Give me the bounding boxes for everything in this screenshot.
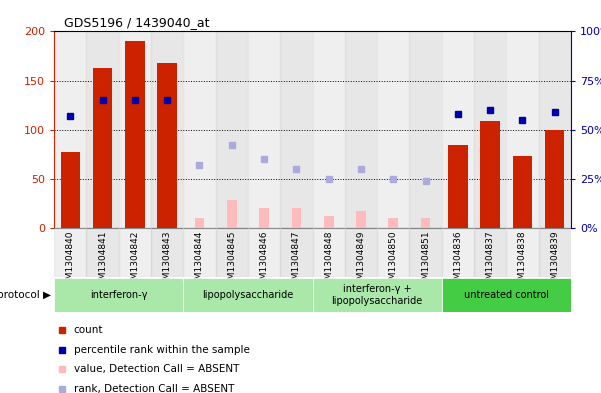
Text: value, Detection Call = ABSENT: value, Detection Call = ABSENT (74, 364, 239, 375)
Bar (313, 228, 345, 277)
Text: GSM1304839: GSM1304839 (551, 230, 560, 291)
Text: GSM1304848: GSM1304848 (324, 230, 333, 291)
Bar (93, 68, 112, 228)
Text: GSM1304845: GSM1304845 (227, 230, 236, 291)
FancyBboxPatch shape (313, 278, 442, 312)
Bar (377, 31, 409, 228)
Text: GSM1304840: GSM1304840 (66, 230, 75, 291)
Bar (480, 121, 500, 228)
Text: GSM1304841: GSM1304841 (98, 230, 107, 291)
Bar (324, 216, 334, 228)
Bar (356, 211, 366, 228)
Bar (87, 31, 118, 228)
Text: GSM1304850: GSM1304850 (389, 230, 398, 291)
Text: interferon-γ: interferon-γ (90, 290, 147, 300)
Bar (125, 41, 144, 228)
Bar (61, 152, 80, 228)
Text: protocol ▶: protocol ▶ (0, 290, 51, 300)
Bar (506, 31, 538, 228)
Bar (280, 228, 313, 277)
Bar (442, 31, 474, 228)
Bar (474, 228, 506, 277)
Text: GSM1304837: GSM1304837 (486, 230, 495, 291)
Bar (409, 228, 442, 277)
Bar (118, 31, 151, 228)
Bar (506, 228, 538, 277)
Bar (448, 145, 468, 228)
Bar (151, 228, 183, 277)
Text: GSM1304843: GSM1304843 (163, 230, 172, 291)
Bar (421, 218, 430, 228)
Bar (545, 130, 564, 228)
FancyBboxPatch shape (442, 278, 571, 312)
Text: GSM1304842: GSM1304842 (130, 230, 139, 291)
Text: untreated control: untreated control (464, 290, 549, 300)
Bar (216, 228, 248, 277)
Text: GSM1304849: GSM1304849 (356, 230, 365, 291)
Text: GSM1304836: GSM1304836 (453, 230, 462, 291)
Bar (216, 31, 248, 228)
Bar (259, 208, 269, 228)
Text: GSM1304846: GSM1304846 (260, 230, 269, 291)
Text: GSM1304851: GSM1304851 (421, 230, 430, 291)
Bar (345, 31, 377, 228)
Bar (388, 218, 398, 228)
Bar (291, 208, 301, 228)
Bar (442, 228, 474, 277)
Text: GSM1304844: GSM1304844 (195, 230, 204, 291)
FancyBboxPatch shape (54, 278, 183, 312)
Text: rank, Detection Call = ABSENT: rank, Detection Call = ABSENT (74, 384, 234, 393)
Bar (280, 31, 313, 228)
Bar (183, 31, 216, 228)
Bar (87, 228, 118, 277)
Text: GSM1304838: GSM1304838 (518, 230, 527, 291)
Text: count: count (74, 325, 103, 335)
Bar (195, 218, 204, 228)
Bar (248, 31, 280, 228)
Bar (513, 156, 532, 228)
Bar (157, 63, 177, 228)
Bar (538, 228, 571, 277)
Bar (151, 31, 183, 228)
Bar (345, 228, 377, 277)
Text: interferon-γ +
lipopolysaccharide: interferon-γ + lipopolysaccharide (332, 284, 423, 305)
FancyBboxPatch shape (183, 278, 313, 312)
Bar (118, 228, 151, 277)
Bar (313, 31, 345, 228)
Text: lipopolysaccharide: lipopolysaccharide (203, 290, 293, 300)
Bar (474, 31, 506, 228)
Bar (54, 228, 87, 277)
Text: percentile rank within the sample: percentile rank within the sample (74, 345, 249, 355)
Bar (409, 31, 442, 228)
Bar (183, 228, 216, 277)
Bar (227, 200, 237, 228)
Bar (248, 228, 280, 277)
Bar (54, 31, 87, 228)
Text: GSM1304847: GSM1304847 (292, 230, 301, 291)
Bar (538, 31, 571, 228)
Text: GDS5196 / 1439040_at: GDS5196 / 1439040_at (64, 16, 210, 29)
Bar (377, 228, 409, 277)
